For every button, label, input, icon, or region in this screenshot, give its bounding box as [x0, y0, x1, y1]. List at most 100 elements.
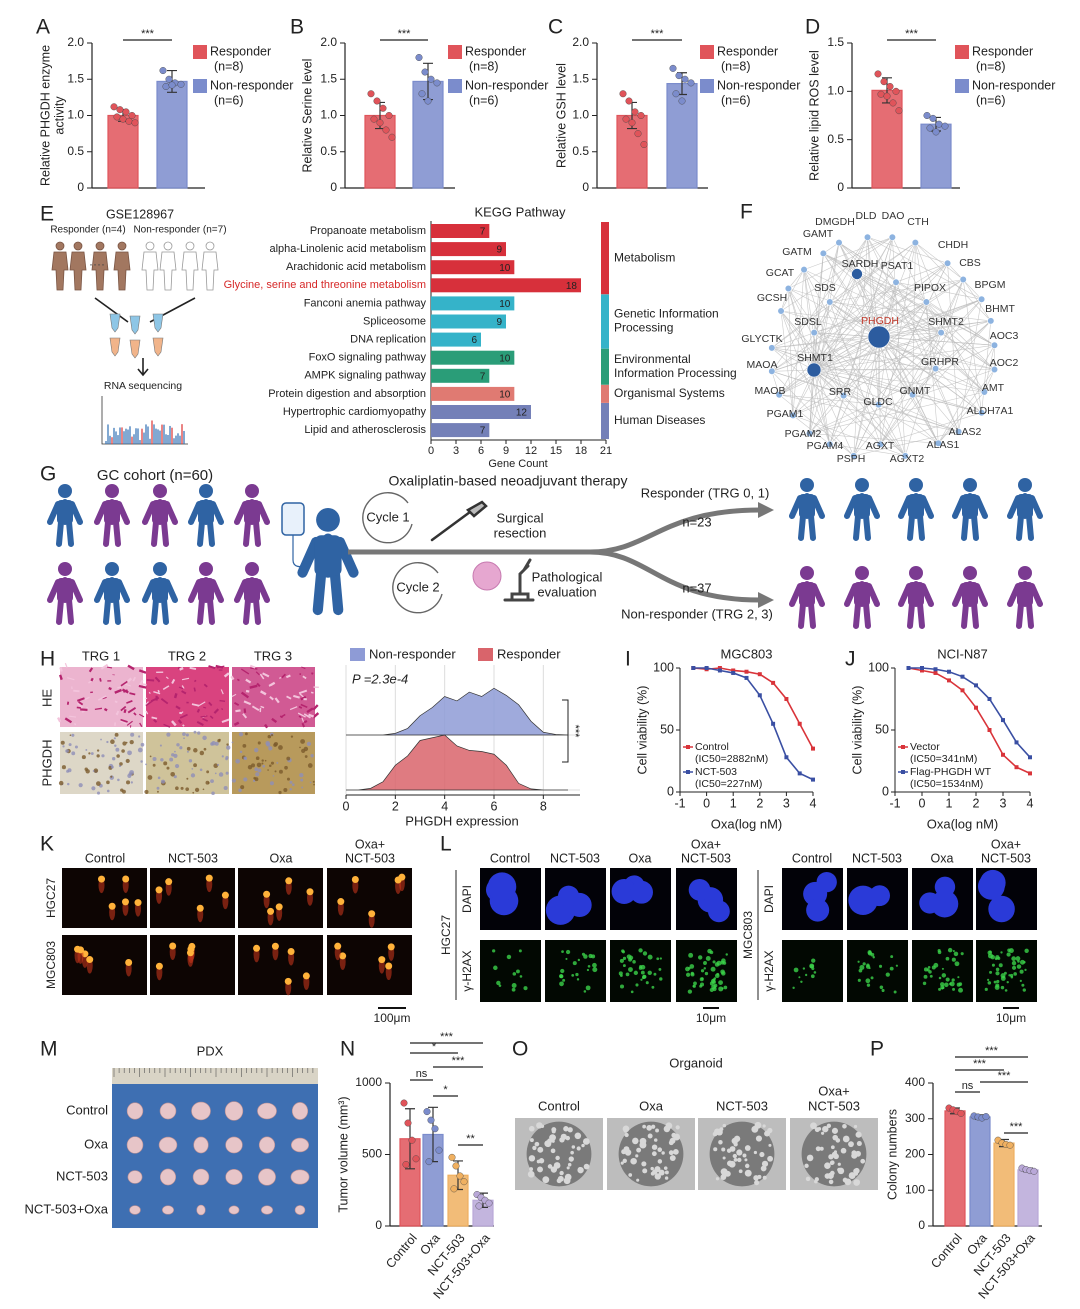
texture: [650, 1166, 654, 1171]
person-icon: [962, 582, 978, 606]
data-point: [757, 672, 762, 677]
texture: [857, 978, 861, 982]
micrograph: [60, 667, 143, 727]
value-label: 10: [499, 263, 511, 274]
person-icon: [205, 241, 215, 251]
texture: [240, 691, 250, 699]
row-label: DAPI: [460, 885, 474, 913]
texture: [334, 942, 342, 950]
texture: [64, 662, 68, 668]
legend-label: Non-responder: [717, 78, 800, 92]
column-label: TRG 1: [82, 648, 120, 663]
texture: [303, 746, 309, 752]
texture: [242, 713, 248, 719]
texture: [71, 751, 76, 756]
texture: [91, 786, 96, 791]
person-icon: [117, 241, 127, 251]
texture: [260, 705, 265, 709]
texture: [518, 949, 522, 953]
network-node: [911, 239, 919, 247]
group-label: Non-responder (n=7): [133, 225, 226, 236]
texture: [804, 1163, 809, 1168]
texture: [744, 1169, 752, 1177]
texture: [1019, 959, 1025, 965]
dataset-label: GSE128967: [106, 207, 174, 221]
network-edge: [823, 253, 858, 275]
bar: [156, 80, 188, 189]
data-point: [634, 130, 642, 138]
texture: [528, 1155, 536, 1162]
texture: [285, 877, 293, 885]
texture: [157, 776, 161, 780]
node-label: ALDH7A1: [967, 405, 1014, 417]
texture: [100, 738, 102, 741]
texture: [270, 734, 274, 737]
texture: [117, 686, 122, 689]
network-edge: [771, 347, 913, 395]
person-icon: [57, 578, 73, 602]
texture: [65, 749, 69, 753]
significance-label: ***: [398, 28, 412, 40]
texture: [732, 1153, 738, 1159]
texture: [822, 1125, 829, 1133]
y-tick-label: 100: [653, 660, 674, 674]
outcome-label: Non-responder (TRG 2, 3): [621, 606, 773, 621]
texture: [255, 671, 260, 676]
network-edge: [853, 431, 959, 457]
texture: [260, 690, 267, 696]
value-label: 7: [480, 227, 486, 238]
texture: [114, 744, 117, 747]
texture: [721, 987, 724, 990]
data-point: [982, 1113, 990, 1121]
texture: [688, 878, 711, 901]
texture: [831, 1127, 839, 1134]
cell-line-label: HGC27: [439, 915, 453, 955]
node-label: PGAM2: [785, 428, 822, 440]
network-edge: [880, 320, 992, 445]
y-tick-label: 300: [905, 1111, 925, 1125]
texture: [283, 788, 288, 793]
texture: [859, 965, 865, 970]
category-label: Lipid and atherosclerosis: [304, 424, 426, 436]
network-edge: [779, 394, 959, 432]
scale-label: 100μm: [374, 1011, 411, 1025]
x-tick-label: -1: [889, 796, 900, 810]
texture: [809, 964, 814, 969]
texture: [274, 770, 277, 773]
data-point: [1001, 718, 1005, 723]
network-edge: [935, 368, 982, 413]
y-tick-label: 0.5: [320, 144, 337, 158]
scale-label: 10μm: [996, 1011, 1026, 1025]
texture: [755, 1135, 763, 1142]
legend-marker: [686, 745, 690, 749]
node-label: GNMT: [900, 385, 931, 397]
data-point: [941, 122, 949, 130]
texture: [74, 745, 78, 749]
texture: [567, 1127, 573, 1133]
texture: [523, 986, 528, 991]
micrograph: [238, 935, 323, 995]
group-label: Information Processing: [614, 366, 737, 380]
texture: [576, 978, 580, 981]
bar: [431, 405, 531, 419]
data-point: [889, 99, 897, 107]
significance-bracket: [562, 699, 569, 763]
texture: [76, 702, 84, 709]
texture: [281, 673, 286, 679]
texture: [958, 982, 963, 986]
person-icon: [855, 566, 869, 580]
tissue-icon: [472, 561, 502, 591]
texture: [275, 903, 283, 911]
data-point: [811, 746, 815, 751]
outcome-label: Responder (TRG 0, 1): [641, 485, 770, 500]
chart-title: NCI-N87: [937, 646, 988, 661]
texture: [651, 1144, 658, 1150]
texture: [647, 954, 653, 960]
texture: [210, 779, 214, 784]
node-label: SHMT1: [797, 352, 833, 364]
texture: [814, 1179, 818, 1184]
group-bar: [601, 384, 609, 403]
texture: [159, 744, 162, 747]
texture: [707, 948, 712, 954]
